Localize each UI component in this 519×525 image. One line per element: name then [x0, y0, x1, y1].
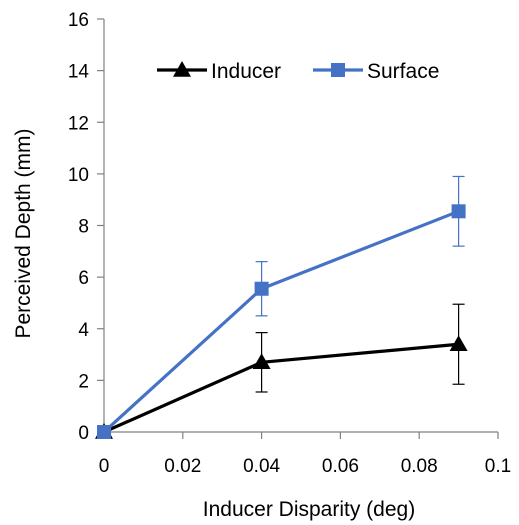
y-axis-ticks: 0 2 4 6 8 10 12 14 16 [68, 10, 104, 444]
x-axis-title: Inducer Disparity (deg) [203, 498, 415, 521]
x-axis-ticks: 0 0.02 0.04 0.06 0.08 0.1 [99, 432, 511, 477]
legend-marker-shape [173, 61, 191, 77]
y-tick-label: 2 [78, 371, 89, 392]
y-tick-label: 16 [68, 10, 89, 31]
legend: Inducer Surface [157, 60, 439, 83]
y-tick-label: 14 [68, 62, 90, 83]
data-point-inducer [252, 353, 271, 370]
y-tick-label: 12 [68, 113, 89, 134]
legend-marker-inducer [173, 61, 191, 77]
y-tick-label: 8 [78, 217, 89, 238]
series-line-surface [102, 209, 460, 434]
data-point-surface [254, 281, 269, 296]
x-tick-label: 0.06 [322, 456, 359, 477]
data-point-surface [451, 204, 466, 219]
y-tick-label: 4 [78, 320, 89, 341]
x-tick-label: 0.1 [485, 456, 511, 477]
series-line-inducer [103, 342, 459, 434]
data-point-inducer [449, 335, 468, 351]
y-tick-label: 10 [68, 165, 89, 186]
x-tick-label: 0.08 [401, 456, 438, 477]
series-inducer [95, 303, 468, 439]
legend-label-inducer: Inducer [211, 60, 281, 83]
y-tick-label: 6 [78, 268, 89, 289]
x-tick-label: 0 [99, 456, 110, 477]
legend-marker-shape [331, 63, 345, 77]
x-tick-label: 0.02 [164, 456, 201, 477]
x-tick-label: 0.04 [243, 456, 280, 477]
series-surface [97, 175, 466, 439]
legend-label-surface: Surface [367, 60, 439, 83]
legend-marker-surface [331, 63, 345, 77]
y-axis-title: Perceived Depth (mm) [12, 128, 35, 338]
series-group [95, 175, 468, 439]
data-point-surface [97, 425, 111, 439]
y-tick-label: 0 [78, 423, 89, 444]
